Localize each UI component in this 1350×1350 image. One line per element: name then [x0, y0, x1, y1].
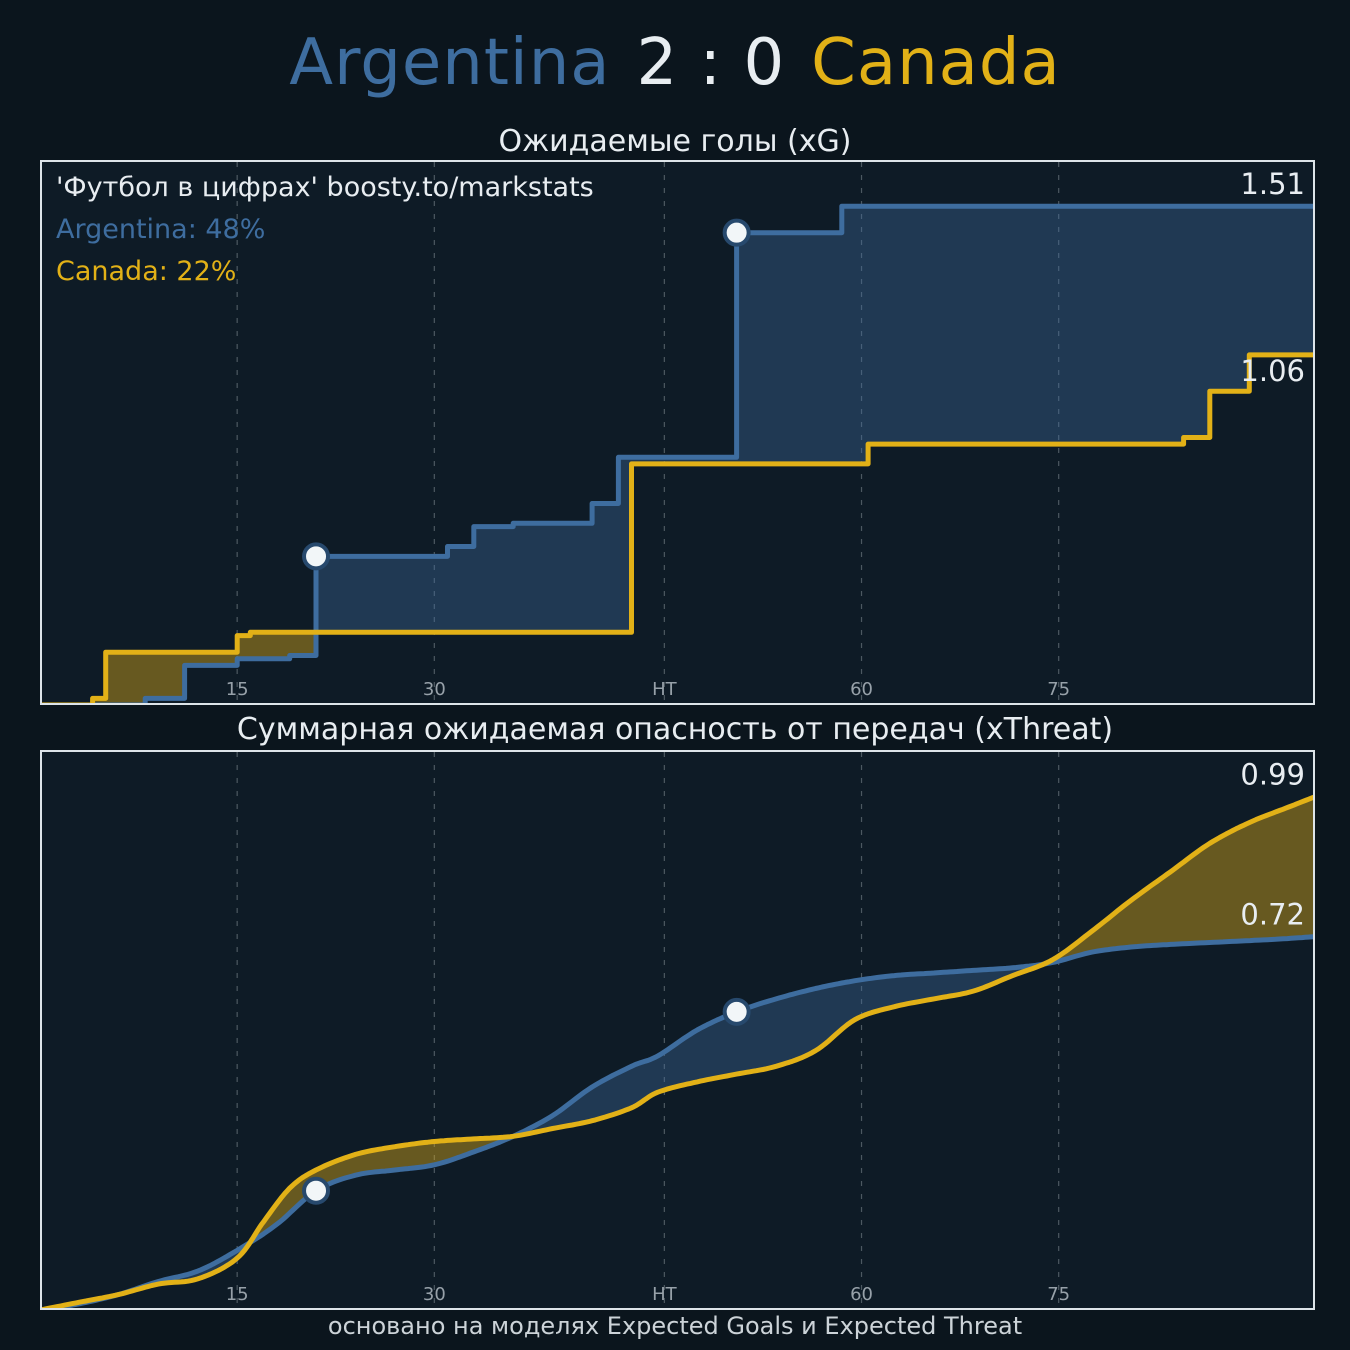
plot-area	[41, 161, 1314, 704]
x-tick-label: 60	[850, 1284, 873, 1305]
away-fill-region	[91, 556, 317, 705]
match-score: 2 : 0	[636, 26, 786, 100]
plot-border	[40, 160, 1315, 705]
goal-marker	[302, 1176, 331, 1205]
plot-border	[40, 750, 1315, 1310]
x-tick-label: 75	[1047, 1284, 1070, 1305]
xthreat-chart: 15 30 HT 60 75 0.72 0.99	[40, 750, 1315, 1310]
match-header: Argentina 2 : 0 Canada	[0, 26, 1350, 100]
canada-line	[40, 794, 1315, 1310]
plot-area	[41, 751, 1314, 1309]
x-tick-label: 75	[1047, 679, 1070, 700]
away-team-name: Canada	[811, 26, 1061, 100]
legend-canada: Canada: 22%	[56, 256, 237, 287]
goal-marker	[722, 997, 751, 1026]
argentina-line	[40, 203, 1315, 705]
final-value-label: 0.72	[1240, 898, 1305, 932]
x-tick-label: HT	[652, 679, 678, 700]
footer-note: основано на моделях Expected Goals и Exp…	[327, 1312, 1023, 1340]
final-value-label: 1.06	[1240, 354, 1305, 388]
home-fill-region	[512, 964, 1045, 1137]
goal-marker	[302, 542, 331, 571]
xg-chart: 15 30 HT 60 75 1.51 1.06 'Футбол в цифрах' boo…	[40, 160, 1315, 705]
away-fill-region	[1042, 796, 1315, 965]
x-tick-label: 30	[423, 1284, 446, 1305]
final-value-label: 0.99	[1240, 758, 1305, 792]
xg-chart-svg: 15 30 HT 60 75 1.51 1.06	[40, 160, 1315, 705]
x-tick-label: HT	[652, 1284, 678, 1305]
xthreat-chart-svg: 15 30 HT 60 75 0.72 0.99	[40, 750, 1315, 1310]
home-team-name: Argentina	[289, 26, 611, 100]
legend-argentina: Argentina: 48%	[56, 214, 266, 245]
x-tick-label: 15	[226, 679, 249, 700]
xg-chart-title: Ожидаемые голы (xG)	[498, 124, 852, 159]
x-tick-label: 60	[850, 679, 873, 700]
xthreat-chart-title: Суммарная ожидаемая опасность от передач…	[236, 712, 1114, 747]
canada-line	[40, 352, 1315, 705]
watermark-text: 'Футбол в цифрах' boosty.to/markstats	[56, 172, 594, 203]
x-tick-label: 15	[226, 1284, 249, 1305]
x-tick-label: 30	[423, 679, 446, 700]
final-value-label: 1.51	[1240, 167, 1305, 201]
home-fill-region	[314, 206, 1315, 656]
goal-marker	[722, 218, 751, 247]
